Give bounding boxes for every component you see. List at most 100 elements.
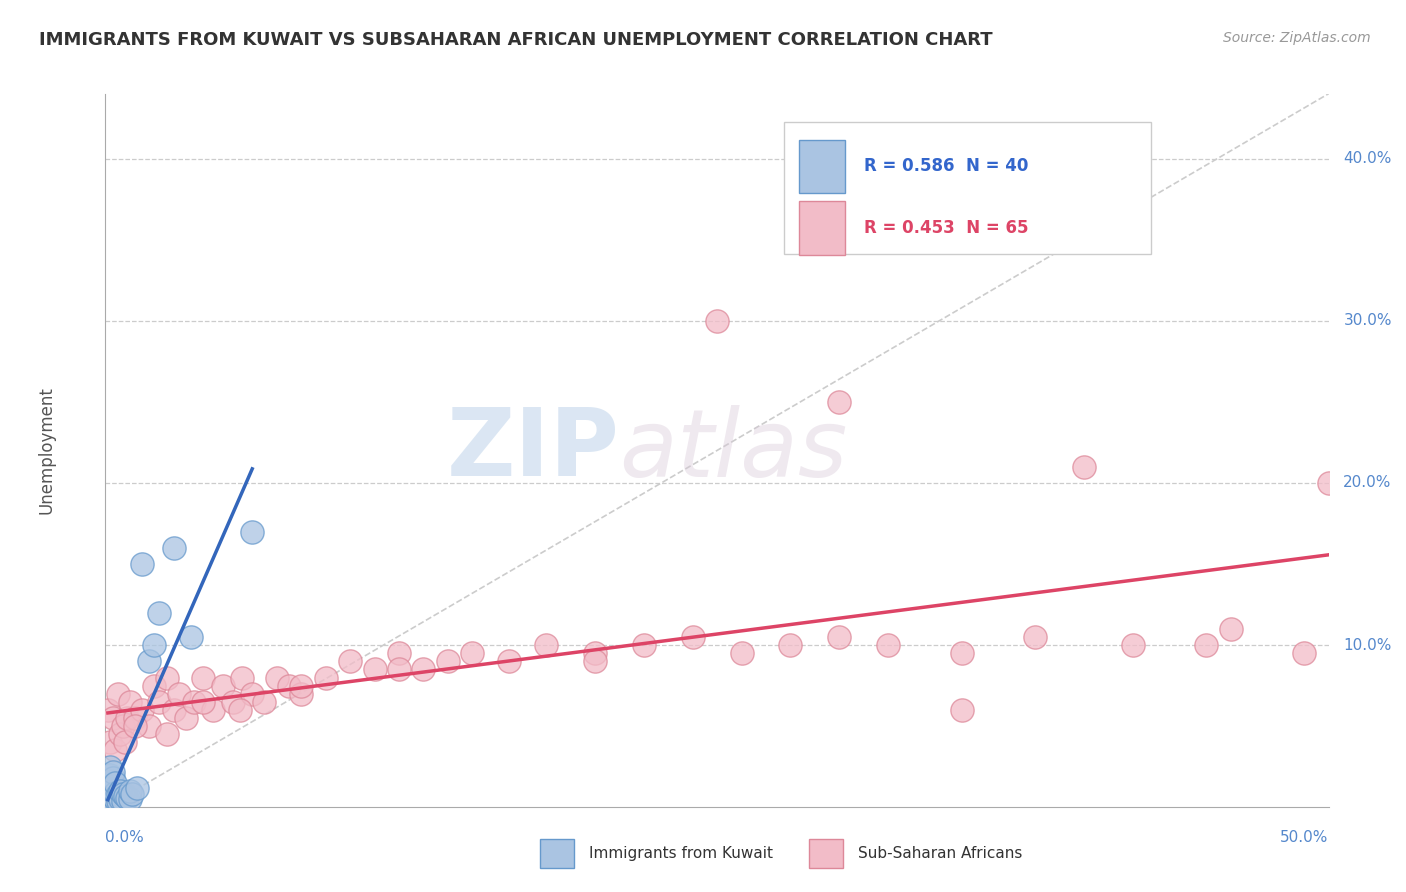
Point xyxy=(97,787,120,801)
Point xyxy=(97,703,120,717)
Point xyxy=(98,735,121,749)
Point xyxy=(877,638,900,652)
Point xyxy=(534,638,557,652)
Point xyxy=(231,671,253,685)
Point xyxy=(193,695,215,709)
Point xyxy=(98,768,121,782)
Point xyxy=(107,794,129,808)
Text: 30.0%: 30.0% xyxy=(1343,313,1392,328)
Point xyxy=(1317,475,1340,490)
Point xyxy=(114,735,136,749)
Point xyxy=(101,764,124,779)
Point xyxy=(101,771,124,785)
Point xyxy=(1195,638,1218,652)
Point xyxy=(1024,630,1046,644)
Point xyxy=(143,638,166,652)
Bar xyxy=(808,839,844,868)
Point xyxy=(339,654,361,668)
Point xyxy=(163,541,186,555)
Text: 40.0%: 40.0% xyxy=(1343,151,1392,166)
Point xyxy=(118,792,141,806)
Point xyxy=(174,711,197,725)
Text: atlas: atlas xyxy=(619,405,848,496)
Point xyxy=(117,711,139,725)
Point xyxy=(114,789,136,803)
FancyBboxPatch shape xyxy=(785,122,1152,254)
Point xyxy=(107,787,129,801)
Point xyxy=(114,787,136,801)
Point xyxy=(240,524,263,539)
Point xyxy=(118,695,141,709)
Point xyxy=(1294,646,1316,660)
Point xyxy=(148,606,170,620)
Point xyxy=(98,779,121,793)
Point xyxy=(155,727,177,741)
Point xyxy=(101,789,124,803)
Point xyxy=(315,671,337,685)
Bar xyxy=(540,839,574,868)
Point xyxy=(412,662,434,676)
Point xyxy=(730,646,752,660)
Point xyxy=(163,703,186,717)
Point xyxy=(1219,622,1241,636)
Point xyxy=(111,719,134,733)
Point xyxy=(104,792,127,806)
Point xyxy=(388,646,411,660)
Point xyxy=(111,787,134,801)
Point xyxy=(117,790,139,805)
Point xyxy=(97,792,120,806)
Point xyxy=(828,630,851,644)
Bar xyxy=(799,201,845,254)
Point xyxy=(221,695,243,709)
Text: R = 0.453  N = 65: R = 0.453 N = 65 xyxy=(863,219,1028,236)
Point xyxy=(498,654,520,668)
Point xyxy=(779,638,801,652)
Point xyxy=(290,679,312,693)
Text: 20.0%: 20.0% xyxy=(1343,475,1392,491)
Point xyxy=(101,711,124,725)
Point xyxy=(212,679,235,693)
Point xyxy=(266,671,288,685)
Point xyxy=(1122,638,1144,652)
Point xyxy=(97,780,120,795)
Text: Immigrants from Kuwait: Immigrants from Kuwait xyxy=(589,847,773,861)
Point xyxy=(828,394,851,409)
Point xyxy=(633,638,655,652)
Point xyxy=(183,695,205,709)
Point xyxy=(193,671,215,685)
Point xyxy=(290,687,312,701)
Point xyxy=(97,768,120,782)
Point xyxy=(1073,459,1095,474)
Point xyxy=(583,654,606,668)
Text: R = 0.586  N = 40: R = 0.586 N = 40 xyxy=(863,158,1028,176)
Point xyxy=(180,630,202,644)
Text: 0.0%: 0.0% xyxy=(105,830,145,845)
Point xyxy=(240,687,263,701)
Point xyxy=(98,786,121,800)
Point xyxy=(107,687,129,701)
Point xyxy=(98,790,121,805)
Point xyxy=(706,314,728,328)
Point xyxy=(138,654,160,668)
Point xyxy=(124,719,146,733)
Point xyxy=(108,792,131,806)
Point xyxy=(124,711,146,725)
Text: 50.0%: 50.0% xyxy=(1281,830,1329,845)
Text: Unemployment: Unemployment xyxy=(38,386,56,515)
Point xyxy=(437,654,460,668)
Text: IMMIGRANTS FROM KUWAIT VS SUBSAHARAN AFRICAN UNEMPLOYMENT CORRELATION CHART: IMMIGRANTS FROM KUWAIT VS SUBSAHARAN AFR… xyxy=(39,31,993,49)
Point xyxy=(278,679,301,693)
Point xyxy=(118,784,141,798)
Point xyxy=(101,784,124,798)
Point xyxy=(98,774,121,789)
Point xyxy=(167,687,190,701)
Point xyxy=(101,794,124,808)
Point xyxy=(104,743,127,757)
Point xyxy=(104,786,127,800)
Point xyxy=(583,646,606,660)
Point xyxy=(143,679,166,693)
Point xyxy=(388,662,411,676)
Point xyxy=(108,784,131,798)
Text: Sub-Saharan Africans: Sub-Saharan Africans xyxy=(858,847,1022,861)
Point xyxy=(950,646,973,660)
